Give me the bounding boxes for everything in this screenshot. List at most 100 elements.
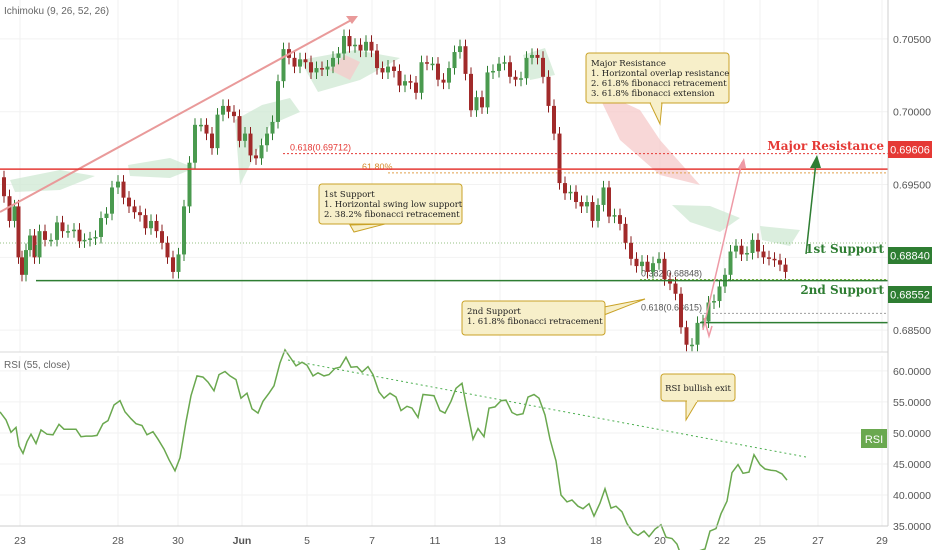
second-support-value: 0.68552 xyxy=(890,290,930,302)
candle-body xyxy=(99,218,103,237)
callout-line: 2. 61.8% fibonacci retracement xyxy=(591,79,727,89)
candle-body xyxy=(143,215,148,229)
candle-body xyxy=(37,231,42,258)
date-tick-label: 20 xyxy=(654,535,666,547)
candle-body xyxy=(210,133,214,149)
candle-body xyxy=(734,245,738,252)
candle-body xyxy=(60,222,65,232)
level-overlays xyxy=(0,16,888,353)
candle-body xyxy=(541,57,545,77)
fib-label-618-support: 0.618(0.68615) xyxy=(641,302,702,312)
candle-body xyxy=(199,124,203,127)
candle-body xyxy=(82,239,87,242)
candle-body xyxy=(403,81,407,86)
candle-body xyxy=(712,301,716,303)
candle-body xyxy=(276,81,280,122)
candle-body xyxy=(436,63,440,80)
candle-body xyxy=(369,41,374,51)
candle-body xyxy=(469,73,473,111)
projection-low-arrow xyxy=(703,317,713,339)
candle-body xyxy=(408,81,413,83)
candle-body xyxy=(607,187,611,217)
rsi-badge xyxy=(861,429,887,448)
candle-body xyxy=(16,206,21,258)
date-tick-label: 30 xyxy=(172,535,184,547)
candle-body xyxy=(618,215,622,224)
cloud-patch xyxy=(128,158,195,178)
green-target-arrowhead xyxy=(810,155,821,168)
candle-body xyxy=(160,231,164,243)
candle-body xyxy=(425,62,429,64)
candle-body xyxy=(24,250,28,275)
candle-body xyxy=(612,215,617,217)
candle-body xyxy=(292,57,297,67)
candle-body xyxy=(629,242,633,259)
candle-body xyxy=(336,53,341,58)
candle-body xyxy=(750,239,755,253)
candle-body xyxy=(767,257,771,259)
candle-body xyxy=(739,245,744,255)
candle-body xyxy=(392,66,396,71)
major-resistance-value: 0.69606 xyxy=(890,145,930,157)
callout-line: 2. 38.2% fibonacci retracement xyxy=(324,210,460,220)
callout-line: 2nd Support xyxy=(467,307,521,317)
candle-body xyxy=(485,72,490,108)
candles xyxy=(2,29,788,352)
candle-body xyxy=(778,260,782,265)
callout-line: 1. Horizontal swing low support xyxy=(324,200,463,210)
candle-body xyxy=(116,181,120,188)
cloud-patch xyxy=(235,98,300,185)
first-support-tag xyxy=(888,247,932,264)
candle-body xyxy=(232,111,236,117)
candle-body xyxy=(320,68,324,70)
candle-body xyxy=(254,155,258,159)
major-resistance-label: Major Resistance xyxy=(767,139,884,153)
candle-body xyxy=(364,41,368,51)
candle-body xyxy=(447,68,451,83)
candle-body xyxy=(138,212,142,216)
candle-body xyxy=(679,293,683,328)
date-tick-label: 25 xyxy=(754,535,766,547)
cloud-patch xyxy=(10,170,95,192)
price-tick-label: 0.70000 xyxy=(893,107,931,119)
candle-body xyxy=(93,236,98,239)
candle-body xyxy=(579,202,584,207)
ichimoku-legend: Ichimoku (9, 26, 52, 26) xyxy=(4,6,109,17)
rsi-tick-label: 35.0000 xyxy=(893,521,931,533)
candle-body xyxy=(226,105,231,112)
date-tick-label: 5 xyxy=(304,535,310,547)
candle-body xyxy=(530,54,534,58)
candle-body xyxy=(480,97,484,108)
candle-body xyxy=(386,66,390,73)
candle-body xyxy=(110,187,114,214)
candle-body xyxy=(497,63,501,71)
candle-body xyxy=(237,116,242,141)
candle-body xyxy=(513,76,518,80)
date-tick-label: Jun xyxy=(233,535,252,547)
candle-body xyxy=(347,36,352,47)
candle-body xyxy=(491,70,495,73)
candle-body xyxy=(104,213,109,219)
candle-body xyxy=(314,68,319,73)
candle-body xyxy=(270,121,275,134)
second-support-tag xyxy=(888,286,932,303)
candle-body xyxy=(535,54,540,58)
candle-body xyxy=(248,133,253,156)
candle-body xyxy=(568,191,573,194)
candle-body xyxy=(690,344,694,347)
candle-body xyxy=(375,50,379,69)
candle-body xyxy=(204,124,209,134)
rsi-callout: RSI bullish exit xyxy=(660,373,736,422)
fib-overlays: 0.618(0.69712) 61.80% 0.382(0.68848) 0.618(… xyxy=(0,143,888,314)
date-tick-label: 28 xyxy=(112,535,124,547)
candle-body xyxy=(574,191,578,203)
callout-line: 1st Support xyxy=(324,190,375,200)
candle-body xyxy=(7,196,12,221)
candle-body xyxy=(684,327,689,345)
candle-body xyxy=(590,202,595,221)
candle-body xyxy=(745,252,749,255)
candle-body xyxy=(662,258,667,280)
candle-body xyxy=(380,68,385,73)
callout-line: 1. Horizontal overlap resistance xyxy=(591,69,729,79)
